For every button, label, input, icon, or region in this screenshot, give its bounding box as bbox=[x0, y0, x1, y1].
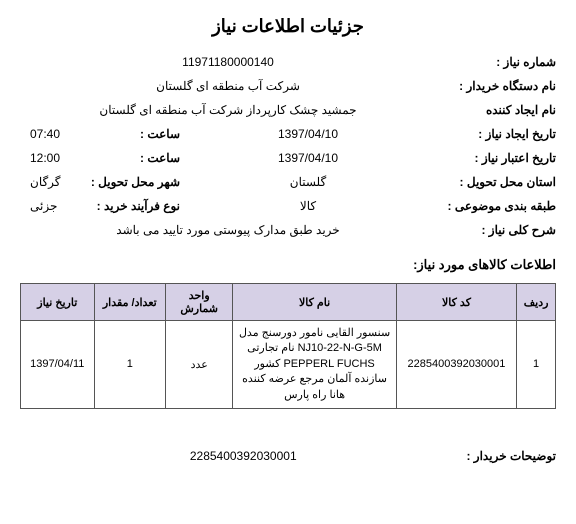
row-desc: شرح کلی نیاز : خرید طبق مدارک پیوستی مور… bbox=[20, 223, 556, 241]
page-title: جزئیات اطلاعات نیاز bbox=[20, 16, 556, 37]
th-row: ردیف bbox=[517, 284, 556, 321]
process-label: نوع فرآیند خرید : bbox=[80, 199, 180, 217]
footer-label: توضیحات خریدار : bbox=[466, 449, 556, 463]
th-unit: واحد شمارش bbox=[166, 284, 233, 321]
th-name: نام کالا bbox=[233, 284, 396, 321]
row-valid-date: تاریخ اعتبار نیاز : 1397/04/10 ساعت : 12… bbox=[20, 151, 556, 169]
province-label: استان محل تحویل : bbox=[446, 175, 556, 193]
buyer-label: نام دستگاه خریدار : bbox=[446, 79, 556, 97]
city-label: شهر محل تحویل : bbox=[80, 175, 180, 193]
cell-unit: عدد bbox=[166, 321, 233, 409]
cell-code: 2285400392030001 bbox=[396, 321, 516, 409]
row-province: استان محل تحویل : گلستان شهر محل تحویل :… bbox=[20, 175, 556, 193]
row-creator: نام ایجاد کننده جمشید چشک کارپرداز شرکت … bbox=[20, 103, 556, 121]
row-buyer: نام دستگاه خریدار : شرکت آب منطقه ای گلس… bbox=[20, 79, 556, 97]
th-need-date: تاریخ نیاز bbox=[21, 284, 95, 321]
cell-row: 1 bbox=[517, 321, 556, 409]
category-value: کالا bbox=[180, 199, 436, 217]
table-header-row: ردیف کد کالا نام کالا واحد شمارش تعداد/ … bbox=[21, 284, 556, 321]
create-time-label: ساعت : bbox=[80, 127, 180, 145]
table-row: 1 2285400392030001 سنسور القایی نامور دو… bbox=[21, 321, 556, 409]
creator-value: جمشید چشک کارپرداز شرکت آب منطقه ای گلست… bbox=[20, 103, 436, 121]
create-date-label: تاریخ ایجاد نیاز : bbox=[446, 127, 556, 145]
row-category: طبقه بندی موضوعی : کالا نوع فرآیند خرید … bbox=[20, 199, 556, 217]
need-no-value: 11971180000140 bbox=[20, 55, 436, 73]
footer-value: 2285400392030001 bbox=[20, 449, 466, 463]
cell-need-date: 1397/04/11 bbox=[21, 321, 95, 409]
city-value: گرگان bbox=[20, 175, 80, 193]
category-label: طبقه بندی موضوعی : bbox=[446, 199, 556, 217]
items-section-title: اطلاعات کالاهای مورد نیاز: bbox=[20, 257, 556, 273]
create-date-value: 1397/04/10 bbox=[180, 127, 436, 145]
creator-label: نام ایجاد کننده bbox=[446, 103, 556, 121]
create-time-value: 07:40 bbox=[20, 127, 80, 145]
row-need-no: شماره نیاز : 11971180000140 bbox=[20, 55, 556, 73]
valid-time-value: 12:00 bbox=[20, 151, 80, 169]
buyer-value: شرکت آب منطقه ای گلستان bbox=[20, 79, 436, 97]
desc-label: شرح کلی نیاز : bbox=[446, 223, 556, 241]
valid-date-value: 1397/04/10 bbox=[180, 151, 436, 169]
province-value: گلستان bbox=[180, 175, 436, 193]
cell-qty: 1 bbox=[94, 321, 165, 409]
valid-time-label: ساعت : bbox=[80, 151, 180, 169]
need-no-label: شماره نیاز : bbox=[446, 55, 556, 73]
valid-date-label: تاریخ اعتبار نیاز : bbox=[446, 151, 556, 169]
desc-value: خرید طبق مدارک پیوستی مورد تایید می باشد bbox=[20, 223, 436, 241]
process-value: جزئی bbox=[20, 199, 80, 217]
items-table: ردیف کد کالا نام کالا واحد شمارش تعداد/ … bbox=[20, 283, 556, 409]
cell-name: سنسور القایی نامور دورسنج مدل NJ10-22-N-… bbox=[233, 321, 396, 409]
footer-row: توضیحات خریدار : 2285400392030001 bbox=[20, 449, 556, 463]
row-create-date: تاریخ ایجاد نیاز : 1397/04/10 ساعت : 07:… bbox=[20, 127, 556, 145]
th-qty: تعداد/ مقدار bbox=[94, 284, 165, 321]
th-code: کد کالا bbox=[396, 284, 516, 321]
